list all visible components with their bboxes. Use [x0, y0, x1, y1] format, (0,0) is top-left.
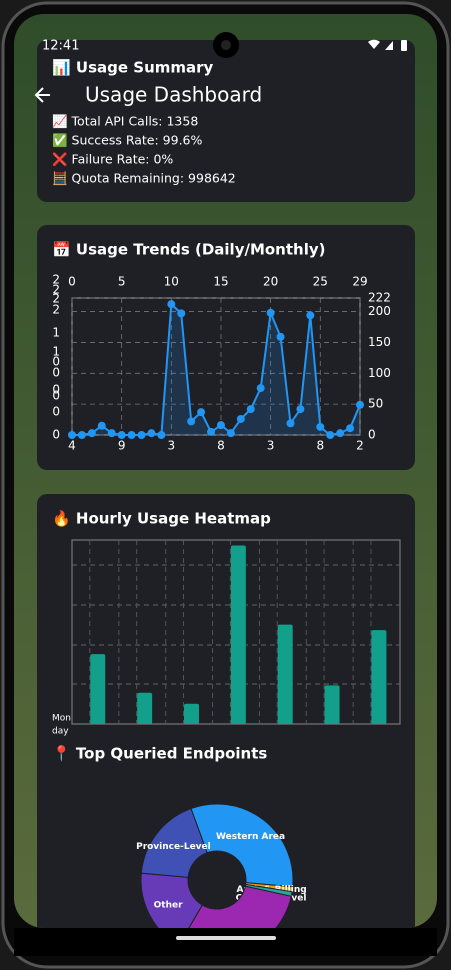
slice-label: Western Area [216, 832, 285, 842]
point [306, 311, 315, 320]
point [167, 300, 176, 309]
point [356, 400, 364, 409]
y-tick-label-left: 0 [52, 389, 60, 403]
back-button[interactable] [34, 87, 50, 103]
point [316, 422, 325, 431]
endpoints-title: 📍 Top Queried Endpoints [52, 745, 267, 763]
x-tick-label-top: 15 [213, 275, 228, 289]
heatmap-title: 🔥 Hourly Usage Heatmap [52, 510, 271, 528]
y-tick-label-left: 1 [52, 326, 60, 340]
y-tick-label-right: 150 [368, 335, 391, 349]
summary-title: 📊 Usage Summary [52, 59, 214, 77]
summary-line: 🧮 Quota Remaining: 998642 [52, 171, 236, 186]
y-tick-label-left: 0 [52, 366, 60, 380]
point [77, 431, 86, 439]
x-tick-label-top: 25 [313, 275, 328, 289]
point [137, 431, 146, 439]
point [256, 384, 265, 393]
y-tick-label-right: 0 [368, 428, 376, 442]
point [187, 417, 196, 426]
y-tick-label-left: 2 [52, 303, 60, 317]
slice [188, 885, 292, 928]
home-indicator[interactable] [176, 936, 276, 940]
x-tick-label-bottom: 8 [217, 439, 225, 453]
app-title: Usage Dashboard [85, 83, 262, 107]
point [207, 427, 216, 436]
summary-line: ✅ Success Rate: 99.6% [52, 133, 203, 148]
slice [190, 803, 294, 888]
x-axis-label: Mon [52, 714, 71, 724]
point [197, 408, 206, 417]
x-tick-label-bottom: 4 [68, 439, 76, 453]
bar [90, 654, 106, 724]
point [216, 421, 225, 430]
x-tick-label-bottom: 8 [316, 439, 324, 453]
point [107, 429, 116, 438]
bar [183, 703, 199, 724]
point [336, 429, 345, 438]
point [87, 429, 96, 438]
point [286, 419, 295, 428]
point [236, 414, 245, 423]
x-tick-label-top: 20 [263, 275, 278, 289]
slice-label: Other [154, 901, 183, 911]
point [97, 421, 106, 430]
point [296, 405, 305, 414]
battery-icon [401, 40, 407, 51]
x-axis-label: day [52, 727, 69, 737]
camera-lens [221, 40, 231, 50]
x-tick-label-top: 10 [164, 275, 179, 289]
y-tick-label-left: 2 [52, 273, 60, 287]
x-tick-label-bottom: 9 [118, 439, 126, 453]
x-tick-label-bottom: 2 [356, 439, 364, 453]
y-tick-label-right: 50 [368, 397, 383, 411]
bar [277, 624, 293, 724]
x-tick-label-top: 0 [68, 275, 76, 289]
bar [137, 692, 153, 724]
point [177, 309, 186, 318]
y-tick-label-left: 0 [52, 428, 60, 442]
x-tick-label-top: 29 [352, 275, 367, 289]
summary-card [37, 40, 415, 202]
bar [324, 685, 340, 724]
y-tick-label-right: 100 [368, 366, 391, 380]
point [246, 405, 255, 414]
x-tick-label-bottom: 3 [167, 439, 175, 453]
signal-icon [385, 41, 393, 50]
point [276, 332, 285, 341]
y-tick-label-left: 2 [52, 283, 60, 297]
x-tick-label-bottom: 3 [267, 439, 275, 453]
nav-bar [14, 928, 437, 956]
point [117, 431, 126, 439]
point [157, 431, 166, 439]
point [147, 429, 156, 438]
y-tick-label-left: 0 [52, 383, 60, 397]
y-tick-label-right: 200 [368, 304, 391, 318]
donut: Western AreaAuth & BillingCountry-LevelO… [136, 803, 307, 928]
slice-label: Province-Level [136, 842, 211, 852]
point [68, 431, 76, 439]
point [226, 429, 235, 438]
bar [230, 545, 246, 724]
point [326, 431, 335, 439]
summary-line: ❌ Failure Rate: 0% [52, 152, 173, 168]
point [266, 308, 275, 317]
status-time: 12:41 [42, 39, 79, 54]
trends-title: 📅 Usage Trends (Daily/Monthly) [52, 241, 326, 259]
x-tick-label-top: 5 [118, 275, 126, 289]
bar [371, 630, 387, 724]
wifi-icon [368, 39, 380, 49]
y-tick-label-left: 1 [52, 345, 60, 359]
y-tick-label-right: 222 [368, 291, 391, 305]
summary-line: 📈 Total API Calls: 1358 [52, 114, 198, 129]
y-tick-label-left: 0 [52, 355, 60, 369]
y-tick-label-left: 0 [52, 405, 60, 419]
point [346, 424, 355, 433]
y-tick-label-left: 2 [52, 292, 60, 306]
point [127, 431, 136, 439]
slice [140, 807, 208, 878]
